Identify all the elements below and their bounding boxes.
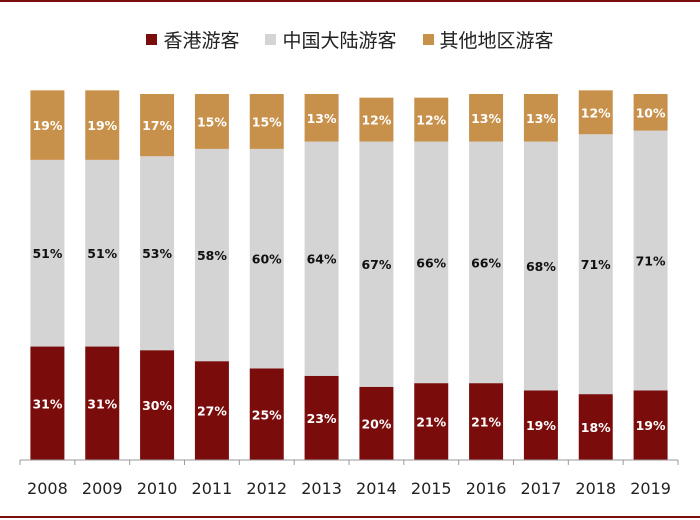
x-tick-label-2018: 2018 [575,479,616,498]
legend-item-mainland: 中国大陆游客 [265,26,397,53]
data-label-2009-s1: 51% [87,246,117,261]
bar-segment-2010-s2 [140,94,175,157]
data-label-2016-s2: 13% [471,111,501,126]
bar-segment-2014-s2 [359,97,394,142]
bar-segment-2012-s0 [249,368,284,460]
data-label-2009-s0: 31% [87,396,117,411]
legend-item-other: 其他地区游客 [422,26,554,53]
data-label-2018-s2: 12% [581,105,611,120]
data-label-2016-s0: 21% [471,415,501,430]
bar-segment-2017-s2 [523,94,558,142]
bar-segment-2015-s2 [414,97,449,142]
bar-segment-2012-s2 [249,94,284,149]
data-label-2019-s2: 10% [636,105,666,120]
bar-segment-2017-s1 [523,141,558,391]
bar-segment-2009-s2 [85,90,120,160]
bar-segment-2014-s1 [359,141,394,387]
data-label-2012-s2: 15% [252,114,282,129]
data-label-2013-s0: 23% [307,411,337,426]
data-label-2013-s2: 13% [307,111,337,126]
bar-segment-2009-s0 [85,346,120,460]
bar-segment-2008-s0 [30,346,65,460]
bar-segment-2013-s2 [304,94,339,142]
data-label-2011-s0: 27% [197,404,227,419]
data-label-2008-s1: 51% [32,246,62,261]
x-tick-label-2013: 2013 [301,479,342,498]
bar-segment-2011-s2 [194,94,229,149]
data-label-2015-s2: 12% [416,113,446,128]
x-tick-label-2012: 2012 [246,479,287,498]
data-label-2013-s1: 64% [307,252,337,267]
legend-swatch-mainland [265,34,277,45]
x-tick-label-2015: 2015 [411,479,452,498]
bar-segment-2019-s1 [633,130,668,391]
data-label-2008-s2: 19% [32,118,62,133]
bar-segment-2011-s0 [194,361,229,460]
legend-swatch-other [422,34,434,45]
data-label-2017-s1: 68% [526,259,556,274]
x-tick-label-2009: 2009 [82,479,123,498]
bar-segment-2014-s0 [359,386,394,460]
bar-segment-2018-s1 [578,134,613,395]
data-label-2008-s0: 31% [32,396,62,411]
data-label-2014-s2: 12% [361,113,391,128]
bar-segment-2016-s1 [469,141,504,384]
x-tick-label-2019: 2019 [630,479,671,498]
bar-segment-2013-s0 [304,375,339,460]
data-label-2015-s0: 21% [416,415,446,430]
bar-segment-2019-s2 [633,94,668,131]
bar-segment-2017-s0 [523,390,558,460]
data-label-2011-s1: 58% [197,248,227,263]
data-label-2009-s2: 19% [87,118,117,133]
data-label-2012-s1: 60% [252,252,282,267]
bar-segment-2016-s0 [469,383,504,460]
x-tick-label-2014: 2014 [356,479,397,498]
x-tick-label-2008: 2008 [27,479,68,498]
data-label-2015-s1: 66% [416,255,446,270]
bar-segment-2019-s0 [633,390,668,460]
x-tick-label-2017: 2017 [521,479,562,498]
data-label-2010-s1: 53% [142,246,172,261]
bar-segment-2010-s1 [140,156,175,351]
data-label-2017-s0: 19% [526,418,556,433]
bar-segment-2016-s2 [469,94,504,142]
data-label-2018-s1: 71% [581,257,611,272]
data-label-2019-s1: 71% [636,254,666,269]
data-label-2012-s0: 25% [252,407,282,422]
legend-label-hk: 香港游客 [163,30,240,52]
bar-segment-2009-s1 [85,159,120,347]
bar-segment-2013-s1 [304,141,339,376]
data-label-2010-s0: 30% [142,398,172,413]
bar-segment-2015-s0 [414,383,449,460]
bar-segment-2008-s1 [30,159,65,347]
bar-segment-2015-s1 [414,141,449,384]
legend-swatch-hk [146,34,158,45]
bar-segment-2018-s0 [578,394,613,460]
data-label-2019-s0: 19% [636,418,666,433]
x-tick-label-2010: 2010 [137,479,178,498]
legend-item-hk: 香港游客 [146,26,239,53]
data-label-2010-s2: 17% [142,118,172,133]
x-tick-label-2011: 2011 [192,479,233,498]
data-label-2014-s1: 67% [361,257,391,272]
bar-segment-2018-s2 [578,90,613,135]
legend-label-mainland: 中国大陆游客 [282,30,397,52]
bar-segment-2012-s1 [249,148,284,369]
data-label-2018-s0: 18% [581,420,611,435]
bar-segment-2008-s2 [30,90,65,160]
data-label-2016-s1: 66% [471,255,501,270]
data-label-2011-s2: 15% [197,114,227,129]
data-label-2017-s2: 13% [526,111,556,126]
data-label-2014-s0: 20% [361,416,391,431]
legend-label-other: 其他地区游客 [439,30,554,52]
x-tick-label-2016: 2016 [466,479,507,498]
bar-segment-2010-s0 [140,350,175,460]
legend: 香港游客 中国大陆游客 其他地区游客 [0,26,700,53]
bar-segment-2011-s1 [194,148,229,362]
